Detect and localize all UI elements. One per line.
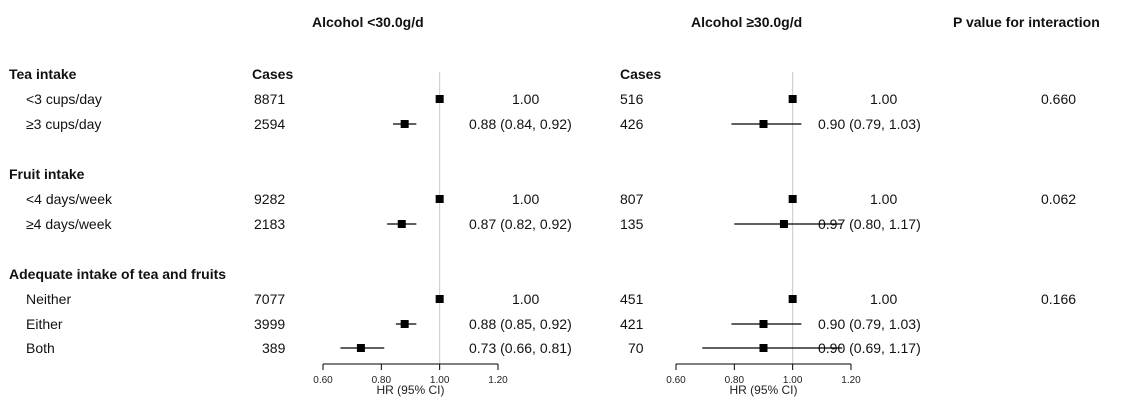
cases-header-low: Cases xyxy=(252,66,294,82)
p-value: 0.062 xyxy=(1041,191,1077,207)
row-label: Neither xyxy=(26,291,72,307)
hr-low-text: 0.73 (0.66, 0.81) xyxy=(469,340,572,356)
x-tick-label: 1.00 xyxy=(430,375,450,386)
hr-low-text: 0.88 (0.85, 0.92) xyxy=(469,316,572,332)
hr-high-text: 1.00 xyxy=(870,291,898,307)
x-axis-label: HR (95% CI) xyxy=(376,383,444,397)
hr-point xyxy=(397,220,406,228)
hr-high-text: 1.00 xyxy=(870,191,898,207)
hr-point xyxy=(759,120,768,128)
x-tick-label: 1.20 xyxy=(488,375,508,386)
cases-high: 70 xyxy=(628,340,644,356)
p-value: 0.660 xyxy=(1041,91,1077,107)
cases-low: 8871 xyxy=(254,91,286,107)
hr-point xyxy=(400,120,409,128)
hr-low-text: 0.87 (0.82, 0.92) xyxy=(469,216,572,232)
cases-low: 9282 xyxy=(254,191,286,207)
hr-point xyxy=(788,295,797,303)
forest-panel-low: 0.60 0.80 1.00 1.20 HR (95% CI) xyxy=(313,72,508,397)
cases-low: 2183 xyxy=(254,216,286,232)
hr-point xyxy=(356,344,365,352)
x-tick-label: 0.80 xyxy=(725,375,745,386)
cases-low: 389 xyxy=(262,340,286,356)
cases-header-high: Cases xyxy=(620,66,662,82)
hr-point xyxy=(400,320,409,328)
row-label: <4 days/week xyxy=(26,191,112,207)
cases-high: 451 xyxy=(620,291,644,307)
hr-low-text: 1.00 xyxy=(512,91,540,107)
x-tick-label: 1.00 xyxy=(783,375,803,386)
x-tick-label: 0.60 xyxy=(313,375,333,386)
header-p-value: P value for interaction xyxy=(953,14,1100,30)
hr-point xyxy=(435,95,444,103)
hr-high-text: 0.90 (0.79, 1.03) xyxy=(818,316,921,332)
hr-point xyxy=(435,295,444,303)
x-tick-label: 1.20 xyxy=(841,375,861,386)
row-label: <3 cups/day xyxy=(26,91,102,107)
row-label: Either xyxy=(26,316,63,332)
forest-panel-high: 0.60 0.80 1.00 1.20 HR (95% CI) xyxy=(666,72,861,397)
p-value: 0.166 xyxy=(1041,291,1077,307)
cases-high: 135 xyxy=(620,216,644,232)
hr-point xyxy=(788,95,797,103)
x-tick-label: 0.80 xyxy=(372,375,392,386)
hr-high-text: 0.97 (0.80, 1.17) xyxy=(818,216,921,232)
section-title-tea: Tea intake xyxy=(9,66,77,82)
hr-point xyxy=(435,195,444,203)
section-title-combined: Adequate intake of tea and fruits xyxy=(9,266,227,282)
hr-point xyxy=(759,320,768,328)
cases-low: 2594 xyxy=(254,116,286,132)
cases-low: 3999 xyxy=(254,316,286,332)
section-title-fruit: Fruit intake xyxy=(9,166,85,182)
hr-high-text: 1.00 xyxy=(870,91,898,107)
hr-point xyxy=(759,344,768,352)
header-alcohol-high: Alcohol ≥30.0g/d xyxy=(691,14,803,30)
hr-high-text: 0.90 (0.79, 1.03) xyxy=(818,116,921,132)
hr-low-text: 1.00 xyxy=(512,291,540,307)
x-axis-label: HR (95% CI) xyxy=(729,383,797,397)
hr-high-text: 0.90 (0.69, 1.17) xyxy=(818,340,921,356)
row-label: ≥4 days/week xyxy=(26,216,112,232)
header-alcohol-low: Alcohol <30.0g/d xyxy=(312,14,424,30)
cases-high: 807 xyxy=(620,191,644,207)
row-label: ≥3 cups/day xyxy=(26,116,102,132)
cases-high: 421 xyxy=(620,316,644,332)
cases-high: 426 xyxy=(620,116,644,132)
hr-point xyxy=(779,220,788,228)
row-label: Both xyxy=(26,340,55,356)
hr-low-text: 1.00 xyxy=(512,191,540,207)
x-tick-label: 0.60 xyxy=(666,375,686,386)
cases-high: 516 xyxy=(620,91,644,107)
hr-low-text: 0.88 (0.84, 0.92) xyxy=(469,116,572,132)
hr-point xyxy=(788,195,797,203)
cases-low: 7077 xyxy=(254,291,286,307)
